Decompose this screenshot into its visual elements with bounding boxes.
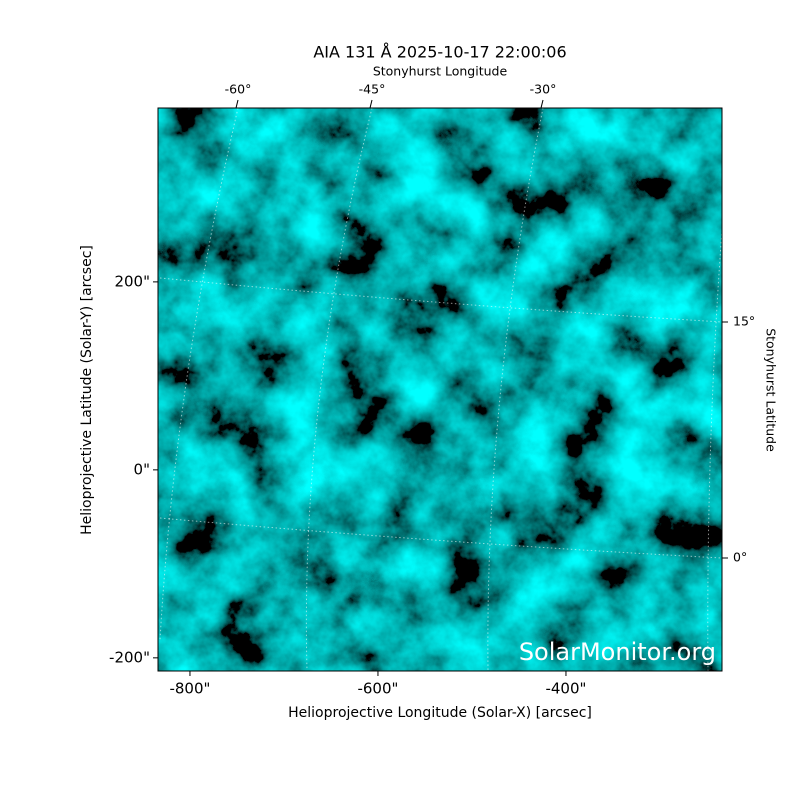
y-tick-label: 200" [114, 272, 150, 290]
x-tick-label: -800" [169, 680, 210, 698]
x2-tick [369, 99, 373, 109]
longitude-grid-line [707, 229, 722, 671]
y-axis-label: Helioprojective Latitude (Solar-Y) [arcs… [79, 245, 95, 535]
x2-tick [235, 99, 239, 109]
x-tick-label: -400" [545, 680, 586, 698]
x2-tick-label: -45° [359, 82, 386, 97]
solar-image [158, 108, 722, 671]
y2-tick-label: 0° [733, 550, 747, 565]
x2-tick-label: -30° [530, 82, 557, 97]
y-tick-label: 0" [134, 460, 150, 478]
x2-tick [540, 99, 544, 109]
y-tick-label: -200" [109, 648, 150, 666]
watermark: SolarMonitor.org [519, 638, 716, 666]
x-axis-label: Helioprojective Longitude (Solar-X) [arc… [288, 705, 592, 721]
plot-area: SolarMonitor.org [158, 108, 722, 671]
chart-title: AIA 131 Å 2025-10-17 22:00:06 [313, 43, 566, 62]
longitude-grid-line [159, 108, 239, 641]
latitude-grid-line [159, 517, 722, 559]
latitude-grid-line [159, 277, 722, 323]
plot-frame [157, 107, 723, 672]
longitude-grid-line [305, 108, 373, 671]
x-tick-label: -600" [357, 680, 398, 698]
y2-tick-label: 15° [733, 314, 755, 329]
y2-axis-label: Stonyhurst Latitude [764, 328, 779, 452]
x2-tick-label: -60° [225, 82, 252, 97]
x2-axis-label: Stonyhurst Longitude [373, 64, 508, 79]
